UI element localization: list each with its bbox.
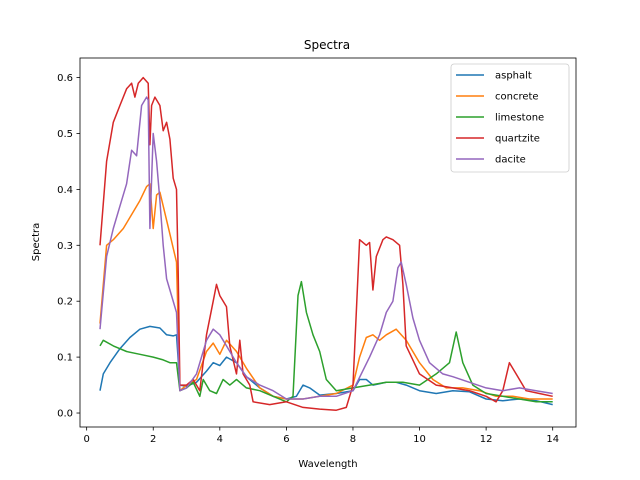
y-tick-label-3: 0.3 [57, 241, 73, 252]
series-line-dacite [99, 96, 553, 400]
y-tick-label-6: 0.6 [57, 73, 73, 84]
x-axis-title: Wavelength [298, 459, 357, 470]
chart-title: Spectra [304, 38, 350, 52]
legend-label-concrete: concrete [495, 92, 539, 103]
x-tick-label-2: 4 [217, 434, 223, 445]
legend-label-limestone: limestone [495, 113, 544, 124]
x-axis: 0 2 4 6 8 10 12 14 [83, 427, 559, 445]
y-tick-label-0: 0.0 [57, 409, 73, 420]
series-line-limestone [99, 280, 553, 403]
x-tick-label-3: 6 [283, 434, 289, 445]
y-tick-label-4: 0.4 [57, 185, 73, 196]
legend-label-quartzite: quartzite [495, 134, 540, 145]
legend-label-asphalt: asphalt [495, 71, 532, 82]
x-tick-label-7: 14 [546, 434, 559, 445]
y-tick-label-1: 0.1 [57, 353, 73, 364]
y-axis-title: Spectra [31, 223, 42, 262]
legend: asphalt concrete limestone quartzite dacite [450, 63, 570, 173]
y-tick-label-5: 0.5 [57, 129, 73, 140]
x-tick-label-5: 10 [413, 434, 426, 445]
x-tick-label-1: 2 [150, 434, 156, 445]
y-tick-label-2: 0.2 [57, 297, 73, 308]
series-line-concrete [99, 183, 553, 400]
y-axis: 0.0 0.1 0.2 0.3 0.4 0.5 0.6 [57, 73, 80, 420]
plot-frame [79, 57, 577, 428]
series-line-quartzite [99, 76, 553, 411]
legend-box [450, 63, 570, 173]
x-tick-label-6: 12 [480, 434, 493, 445]
plot-area [99, 76, 553, 411]
x-tick-label-4: 8 [350, 434, 356, 445]
x-tick-label-0: 0 [83, 434, 89, 445]
legend-label-dacite: dacite [495, 155, 526, 166]
